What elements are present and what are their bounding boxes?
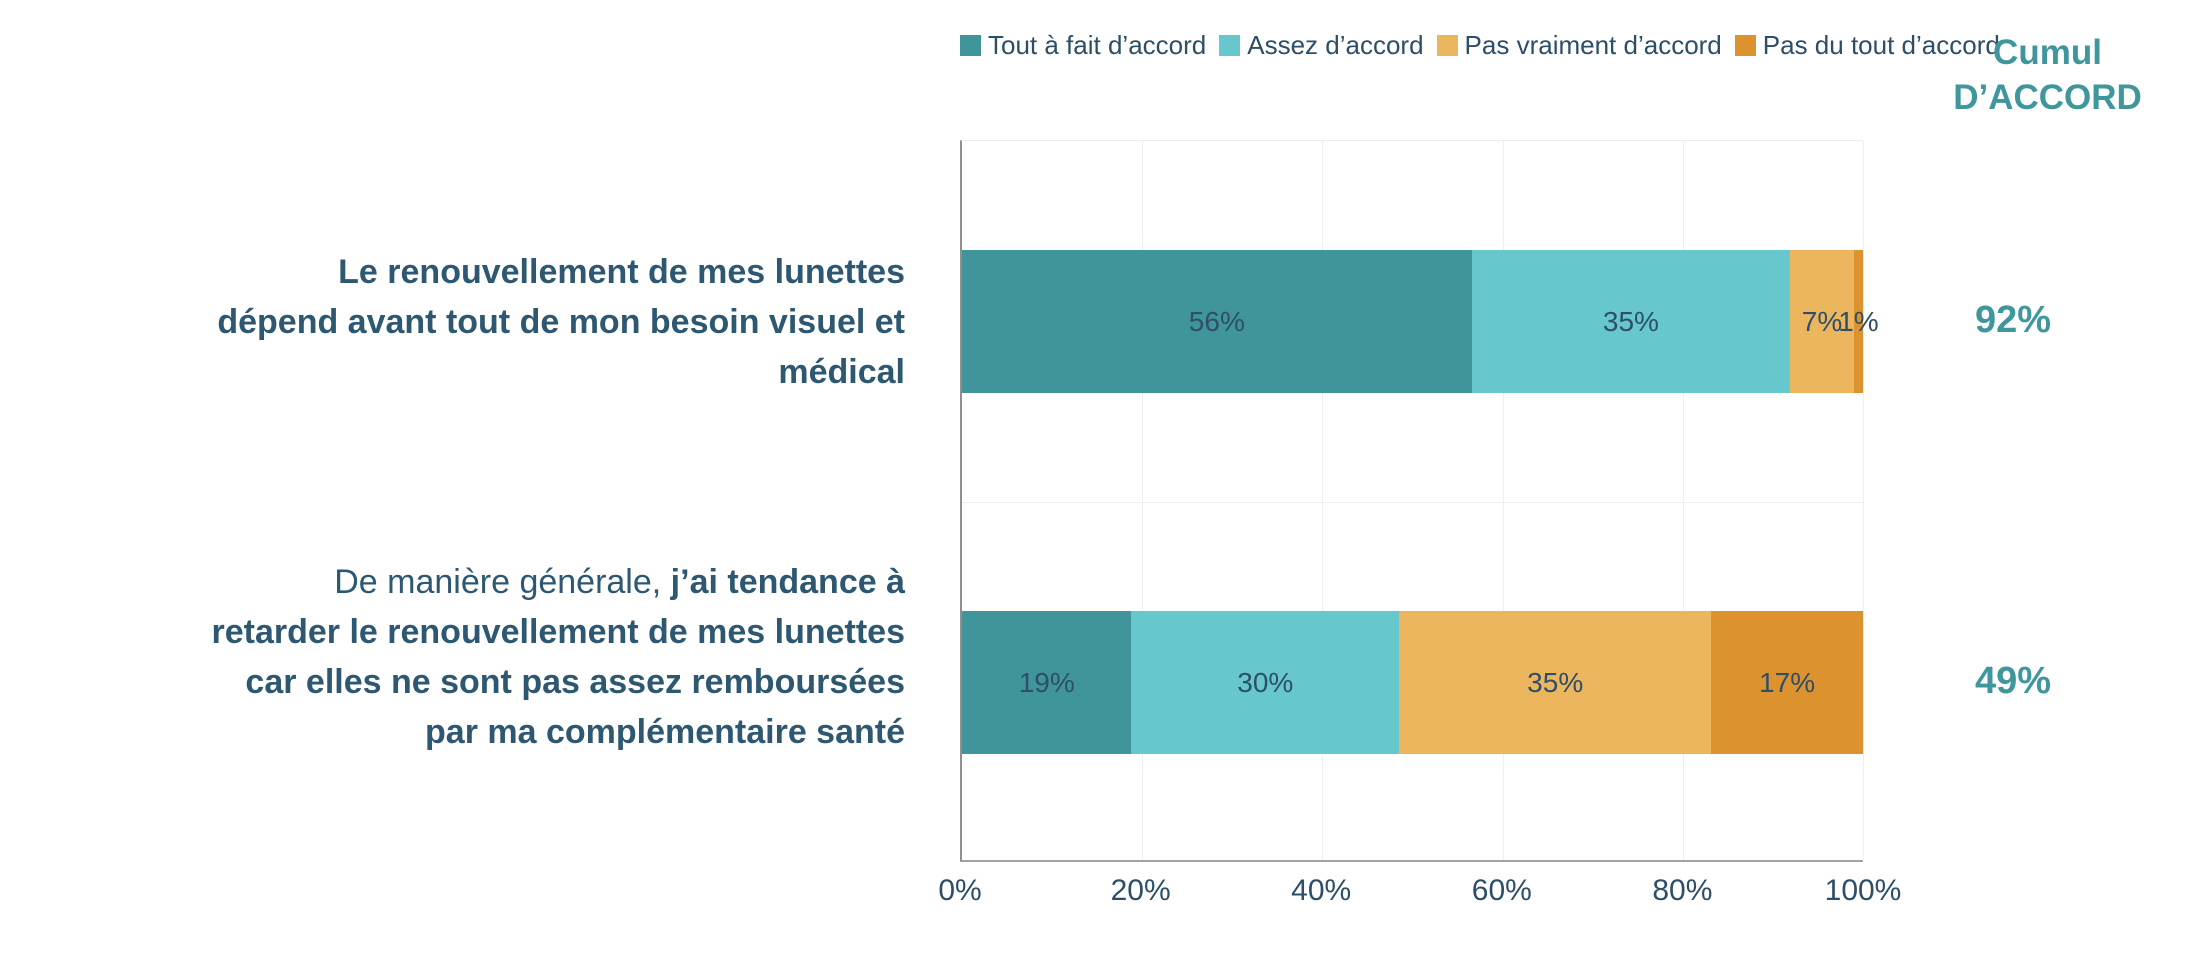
bar-value-label: 17% xyxy=(1759,666,1816,698)
gridline-20 xyxy=(1142,141,1144,860)
x-axis: 0% 20% 40% 60% 80% 100% xyxy=(938,874,1901,914)
bar-segment: 7% xyxy=(1790,250,1854,393)
chart-legend: Tout à fait d’accord Assez d’accord Pas … xyxy=(960,26,2000,64)
bar-segment: 56% xyxy=(962,250,1472,393)
legend-item-assez: Assez d’accord xyxy=(1219,29,1424,61)
x-tick-0: 0% xyxy=(938,874,982,907)
bar-value-label: 7% xyxy=(1801,305,1843,337)
x-tick-80: 80% xyxy=(1652,874,1713,907)
cumul-header-line1: Cumul xyxy=(1993,33,2102,72)
bar-value-label: 56% xyxy=(1188,305,1245,337)
x-tick-60: 60% xyxy=(1471,874,1532,907)
cumul-header-line2: D’ACCORD xyxy=(1953,78,2142,117)
bar-segment: 30% xyxy=(1131,611,1400,754)
bar-row-renouvellement: 56% 35% 7% 1% xyxy=(962,250,1879,393)
bar-segment: 17% xyxy=(1711,611,1863,754)
legend-item-tout-a-fait: Tout à fait d’accord xyxy=(960,30,1206,61)
legend-item-label: Pas vraiment d’accord xyxy=(1464,29,1722,60)
cumul-value-row1: 92% xyxy=(1975,299,2052,341)
category-label-line: dépend avant tout de mon besoin visuel e… xyxy=(217,303,905,341)
x-tick-40: 40% xyxy=(1291,874,1352,907)
bar-segment: 1% xyxy=(1838,250,1879,393)
category-label-line: Le renouvellement de mes lunettes xyxy=(338,253,905,291)
cumul-value-row2: 49% xyxy=(1975,660,2052,702)
gridline-100 xyxy=(1863,141,1864,860)
legend-swatch-icon xyxy=(960,34,981,56)
bar-value-label: 19% xyxy=(1018,666,1075,698)
bar-segment: 35% xyxy=(1399,611,1712,754)
bar-value-label: 1% xyxy=(1838,305,1879,337)
cumul-daccord-header: Cumul D’ACCORD xyxy=(1935,30,2160,120)
bar-segment: 19% xyxy=(962,611,1132,754)
gridline-60 xyxy=(1502,141,1504,860)
category-label-renouvellement: Le renouvellement de mes lunettes dépend… xyxy=(0,247,905,397)
gridline-row-divider xyxy=(962,502,1863,503)
legend-item-label: Assez d’accord xyxy=(1247,29,1424,60)
category-label-line: retarder le renouvellement de mes lunett… xyxy=(211,613,905,651)
category-label-line: par ma complémentaire santé xyxy=(425,713,905,751)
category-label-line: De manière générale, j’ai tendance à xyxy=(334,563,905,601)
category-label-line: médical xyxy=(778,353,905,391)
legend-item-label: Tout à fait d’accord xyxy=(988,29,1207,60)
legend-item-pas-vraiment: Pas vraiment d’accord xyxy=(1436,29,1722,61)
gridline-80 xyxy=(1682,141,1684,860)
bar-segment: 35% xyxy=(1471,250,1791,393)
legend-item-pas-du-tout: Pas du tout d’accord xyxy=(1734,29,2000,61)
x-tick-20: 20% xyxy=(1110,874,1171,907)
legend-item-label: Pas du tout d’accord xyxy=(1762,29,2000,60)
gridline-40 xyxy=(1322,141,1324,860)
legend-swatch-icon xyxy=(1436,34,1458,56)
bar-value-label: 30% xyxy=(1237,666,1294,698)
legend-swatch-icon xyxy=(1219,34,1241,56)
bar-row-retarder: 19% 30% 35% 17% xyxy=(962,611,1863,754)
legend-swatch-icon xyxy=(1734,34,1756,56)
category-label-line: car elles ne sont pas assez remboursées xyxy=(245,663,905,701)
plot-area: 56% 35% 7% 1% 19% 30% 35% 17% xyxy=(960,140,1879,862)
bar-value-label: 35% xyxy=(1602,305,1659,337)
bar-value-label: 35% xyxy=(1527,666,1584,698)
x-tick-100: 100% xyxy=(1824,874,1902,907)
category-label-retarder: De manière générale, j’ai tendance à ret… xyxy=(0,557,905,757)
